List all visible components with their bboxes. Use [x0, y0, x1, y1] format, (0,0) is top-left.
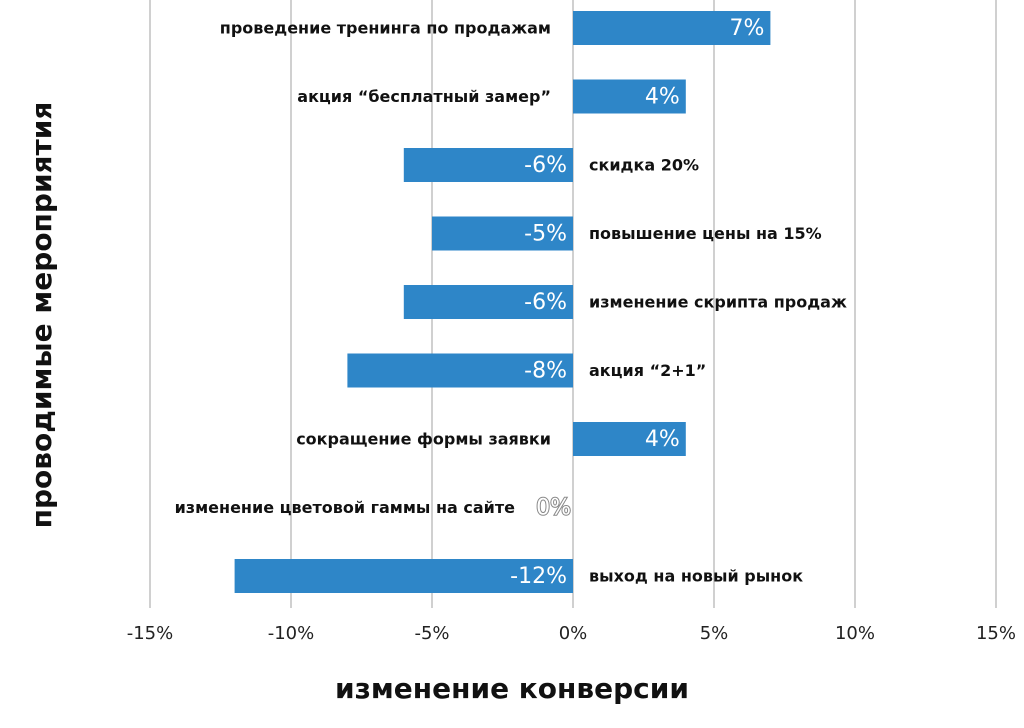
y-axis-label: проводимые мероприятия [25, 102, 58, 529]
x-tick-label: 0% [559, 623, 588, 644]
category-label: изменение скрипта продаж [589, 293, 847, 312]
data-label: 7% [729, 16, 764, 41]
bar [573, 422, 686, 456]
bar [234, 559, 573, 593]
bar [403, 148, 573, 182]
data-label: -6% [524, 153, 567, 178]
y-axis-label-container: проводимые мероприятия [25, 102, 58, 529]
x-axis-label: изменение конверсии [335, 672, 689, 705]
bar [573, 79, 686, 114]
data-label: -5% [524, 222, 567, 247]
category-label: изменение цветовой гаммы на сайте [175, 498, 516, 517]
category-label: скидка 20% [589, 156, 699, 175]
data-label: 4% [645, 427, 680, 452]
bar [573, 11, 771, 45]
data-label: -12% [510, 564, 567, 589]
category-label: сокращение формы заявки [296, 430, 551, 449]
data-label: -6% [524, 290, 567, 315]
category-label: акция “бесплатный замер” [297, 87, 551, 106]
bar [403, 285, 573, 319]
x-tick-label: 15% [976, 623, 1016, 644]
bar [432, 216, 573, 251]
category-label: выход на новый рынок [589, 567, 803, 586]
data-label: -8% [524, 359, 567, 384]
x-tick-label: -15% [127, 623, 174, 644]
category-label: акция “2+1” [589, 361, 706, 380]
data-label: 0% [536, 496, 571, 521]
x-tick-label: -10% [268, 623, 315, 644]
x-tick-label: -5% [414, 623, 449, 644]
bar [347, 353, 573, 388]
x-tick-label: 10% [835, 623, 875, 644]
data-label: 4% [645, 85, 680, 110]
category-label: проведение тренинга по продажам [220, 19, 551, 38]
x-tick-label: 5% [700, 623, 729, 644]
category-label: повышение цены на 15% [589, 224, 822, 243]
